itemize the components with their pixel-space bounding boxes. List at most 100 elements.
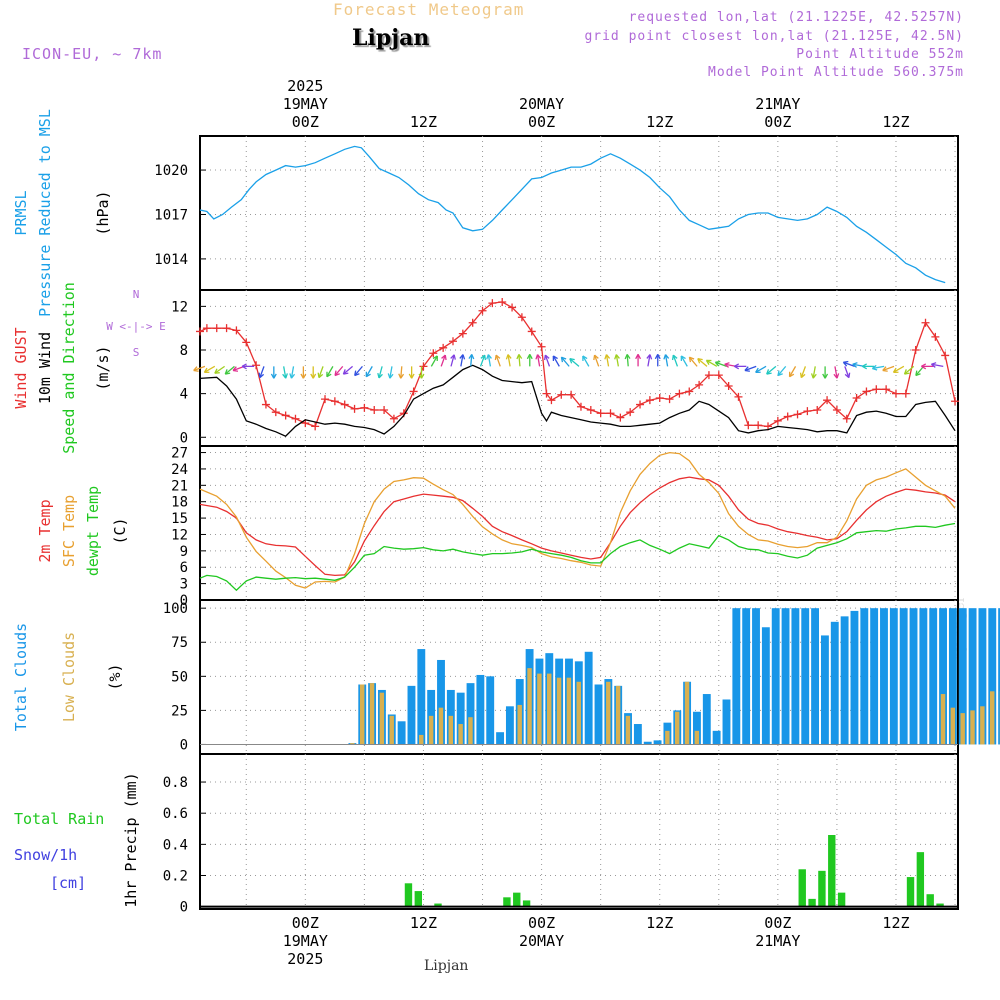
wind-arrow [259,366,265,378]
wind-arrow-head [459,354,466,360]
total-cloud-bar [761,627,770,745]
total-cloud-bar [811,608,820,745]
footer-location: Lipjan [424,958,469,974]
y-tick-label: 21 [171,478,188,494]
wind-arrow-head [326,371,332,378]
wind-arrow [479,354,486,367]
wind-arrow [224,365,235,375]
wind-arrow [744,365,757,372]
wind-arrow-head [903,369,910,375]
wind-arrow-head [552,355,558,361]
wind-arrow-head [408,373,415,379]
wind-arrow-head [604,354,611,360]
wind-arrow-head [560,356,567,363]
total-cloud-bar [643,741,652,745]
time-axis-top-label: 12Z [646,113,673,131]
gust-marker [222,324,231,333]
wind-arrow-head [852,362,858,368]
low-cloud-bar [350,743,355,745]
y-axis-label: (hPa) [94,190,112,235]
compass-south: S [133,346,140,359]
wind-arrow-head [282,373,288,379]
total-cloud-bar [909,608,918,745]
wind-arrow-head [526,354,533,360]
wind-arrow-head [334,370,340,377]
wind-arrow-head [203,367,210,374]
wind-arrow-head [387,373,394,379]
low-cloud-bar [369,683,375,745]
y-tick-label: 75 [171,635,188,651]
wind-arrow-head [810,373,817,379]
time-axis-top-label: 12Z [410,113,437,131]
low-cloud-bar [576,681,581,745]
total-cloud-bar [860,608,869,745]
wind-arrow [915,365,925,376]
total-cloud-bar [978,608,987,745]
y-axis-label: (C) [111,517,129,544]
gust-marker [842,414,851,423]
wind-arrow [518,354,521,367]
wind-arrow-head [842,360,849,367]
y-axis-label: 2m Temp [36,499,54,562]
wind-arrow [460,354,464,367]
gust-marker [655,394,664,402]
rain-bar [808,898,816,907]
wind-arrow [334,365,344,376]
y-axis-label: dewpt Temp [84,486,102,576]
total-cloud-bar [870,608,879,745]
wind-arrow-head [582,355,588,361]
gust-marker [311,422,320,431]
requested-coords: requested lon,lat (21.1225E, 42.5257N) [628,10,964,25]
wind-arrow [872,365,885,370]
gust-marker [665,395,674,404]
gust-marker [695,380,704,389]
wind-arrow-head [635,354,642,360]
gust-marker [468,318,477,327]
wind-arrow [450,354,455,367]
gust-marker [389,414,398,423]
wind-arrow-head [543,354,550,361]
y-tick-label: 50 [171,669,188,685]
rain-bar [522,900,531,907]
total-cloud-bar [939,608,947,745]
y-tick-label: 27 [171,446,188,462]
gust-marker [340,400,349,409]
gust-marker [852,394,861,402]
gust-marker [803,407,812,416]
meteogram-title: Forecast Meteogram [333,0,525,19]
series-line-prmsl [199,145,946,284]
gust-marker [542,389,551,398]
time-axis-bottom-label: 12Z [410,914,437,932]
wind-arrow [904,365,915,375]
legend-rain-label: Total Rain [14,810,104,828]
wind-arrow-head [921,363,927,370]
low-cloud-bar [625,715,631,745]
gust-marker [370,406,379,414]
gust-marker [724,382,733,390]
wind-arrow [715,361,727,367]
panel-temperature [199,445,959,601]
gust-marker [921,318,930,327]
wind-arrow-head [705,359,712,365]
y-tick-label: 0.4 [163,837,188,853]
y-tick-label: 0.6 [163,806,188,822]
total-cloud-bar [417,649,426,745]
wind-arrow [664,354,669,367]
legend-snow-label: Snow/1h [14,846,77,864]
y-axis-label: Wind GUST [12,327,30,408]
wind-arrow [931,363,944,368]
total-cloud-bar [633,724,642,745]
wind-arrow [582,355,590,367]
wind-arrow [834,366,838,379]
panel-frame [199,445,959,601]
gust-marker [616,413,625,422]
gust-marker [488,299,497,308]
point-altitude: Point Altitude 552m [796,47,964,62]
wind-arrow-head [671,354,678,361]
wind-arrow [507,354,511,367]
location-name: Lipjan [352,25,430,51]
total-cloud-bar [830,621,839,745]
wind-arrow-head [486,354,492,360]
total-cloud-bar [850,610,859,745]
